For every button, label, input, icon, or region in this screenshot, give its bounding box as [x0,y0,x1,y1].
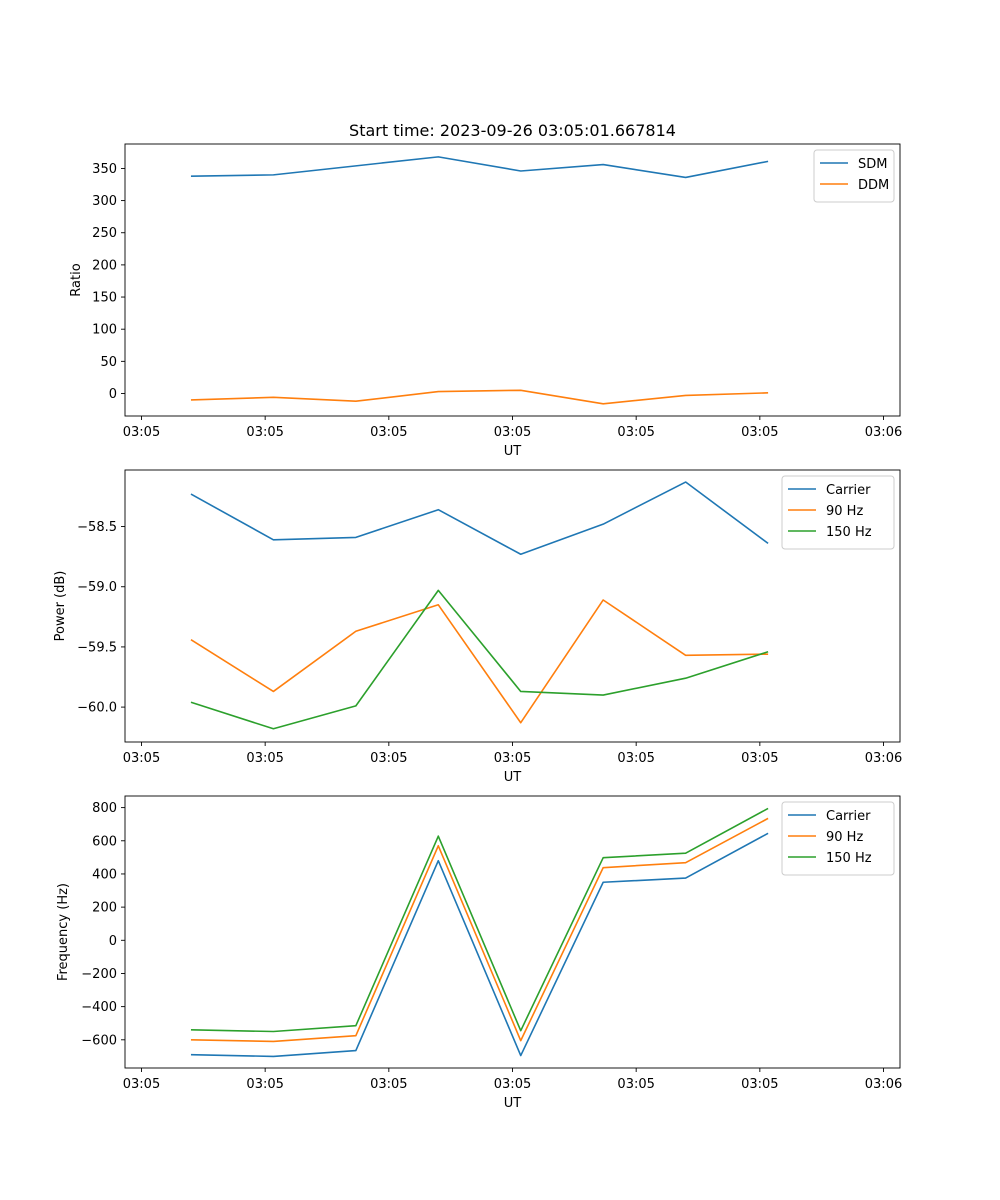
series-line-90-hz [190,817,769,1043]
y-tick-label: 200 [92,901,117,916]
legend-label: 150 Hz [826,525,872,540]
series-line-150-hz [190,589,769,730]
y-tick-label: 100 [92,323,117,338]
figure-title: Start time: 2023-09-26 03:05:01.667814 [349,121,676,140]
x-tick-label: 03:06 [865,425,902,440]
chart-3: 03:05 03:05 03:05 03:05 03:05 03:05 03:06 −600 −… [56,795,902,1111]
y-tick-label: 800 [92,801,117,816]
x-tick-label: 03:05 [246,751,283,766]
series-line-carrier [190,832,769,1058]
x-axis-label: UT [504,444,522,459]
series-line-carrier [190,481,769,556]
x-tick-label: 03:06 [865,1077,902,1092]
x-tick-label: 03:05 [741,1077,778,1092]
x-axis-label: UT [504,770,522,785]
chart-1: 03:05 03:05 03:05 03:05 03:05 03:05 03:06 0 50 10… [69,143,902,459]
x-tick-label: 03:05 [494,1077,531,1092]
y-tick-label: 0 [109,934,117,949]
x-axis-label: UT [504,1096,522,1111]
y-tick-label: 0 [109,387,117,402]
series-line-150-hz [190,807,769,1033]
y-tick-label: 250 [92,226,117,241]
legend: Carrier 90 Hz 150 Hz [781,801,895,876]
x-tick-label: 03:06 [865,751,902,766]
legend: SDM DDM [813,149,895,203]
y-tick-label: −200 [81,967,117,982]
y-axis-label: Frequency (Hz) [56,883,71,981]
legend-label: SDM [858,157,887,172]
y-tick-label: 50 [100,355,117,370]
y-tick-label: −59.0 [77,580,117,595]
x-tick-label: 03:05 [370,751,407,766]
x-tick-label: 03:05 [246,425,283,440]
y-tick-label: 150 [92,291,117,306]
y-axis-label: Power (dB) [53,571,68,642]
y-tick-label: −59.5 [77,640,117,655]
chart-2: 03:05 03:05 03:05 03:05 03:05 03:05 03:06 −60.0… [53,469,902,785]
x-tick-label: 03:05 [617,751,654,766]
x-tick-label: 03:05 [123,425,160,440]
y-tick-label: −58.5 [77,520,117,535]
x-tick-label: 03:05 [123,1077,160,1092]
y-tick-label: 200 [92,258,117,273]
x-tick-label: 03:05 [246,1077,283,1092]
y-tick-label: 350 [92,162,117,177]
x-tick-label: 03:05 [370,425,407,440]
y-tick-label: 400 [92,867,117,882]
legend-label: DDM [858,178,889,193]
x-tick-label: 03:05 [741,751,778,766]
x-tick-label: 03:05 [123,751,160,766]
y-axis-label: Ratio [69,263,84,296]
legend: Carrier 90 Hz 150 Hz [781,475,895,550]
legend-label: Carrier [826,483,871,498]
x-tick-label: 03:05 [494,751,531,766]
x-tick-label: 03:05 [741,425,778,440]
y-tick-label: −400 [81,1000,117,1015]
series-line-90-hz [190,599,769,724]
x-tick-label: 03:05 [617,1077,654,1092]
x-tick-label: 03:05 [370,1077,407,1092]
legend-label: Carrier [826,809,871,824]
y-tick-label: −600 [81,1033,117,1048]
legend-label: 90 Hz [826,504,863,519]
y-tick-label: 300 [92,194,117,209]
y-tick-label: −60.0 [77,701,117,716]
y-tick-label: 600 [92,834,117,849]
series-line-ddm [190,389,769,405]
legend-label: 150 Hz [826,851,872,866]
x-tick-label: 03:05 [617,425,654,440]
series-line-sdm [190,156,769,179]
x-tick-label: 03:05 [494,425,531,440]
legend-label: 90 Hz [826,830,863,845]
plots: 03:05 03:05 03:05 03:05 03:05 03:05 03:06 0 50 10… [53,143,902,1111]
